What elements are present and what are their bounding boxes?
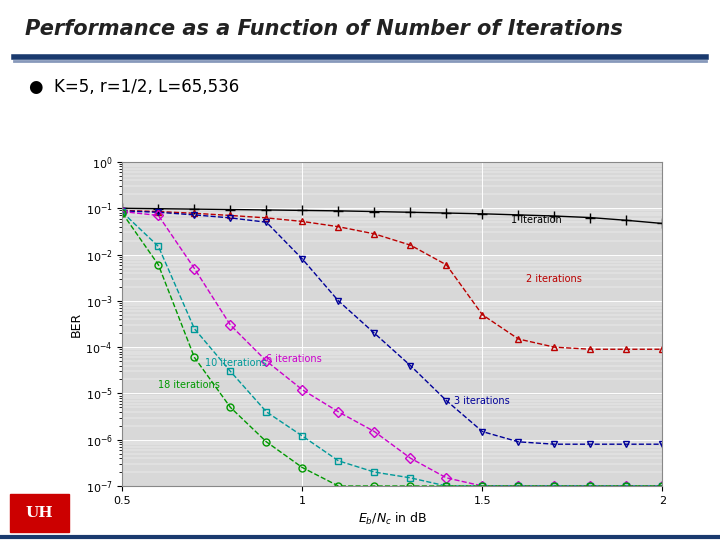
Text: 1 Iteration: 1 Iteration (511, 215, 562, 225)
X-axis label: $E_b/N_c$ in dB: $E_b/N_c$ in dB (358, 511, 427, 528)
Text: 2 iterations: 2 iterations (526, 274, 582, 284)
Text: 18 iterations: 18 iterations (158, 380, 220, 390)
Text: UH: UH (26, 506, 53, 520)
Text: 10 iterations: 10 iterations (205, 358, 267, 368)
Text: Performance as a Function of Number of Iterations: Performance as a Function of Number of I… (25, 19, 623, 39)
Text: 6 iterations: 6 iterations (266, 354, 322, 364)
Text: ●  K=5, r=1/2, L=65,536: ● K=5, r=1/2, L=65,536 (29, 78, 239, 96)
Y-axis label: BER: BER (70, 312, 83, 336)
Text: 3 iterations: 3 iterations (454, 396, 509, 406)
